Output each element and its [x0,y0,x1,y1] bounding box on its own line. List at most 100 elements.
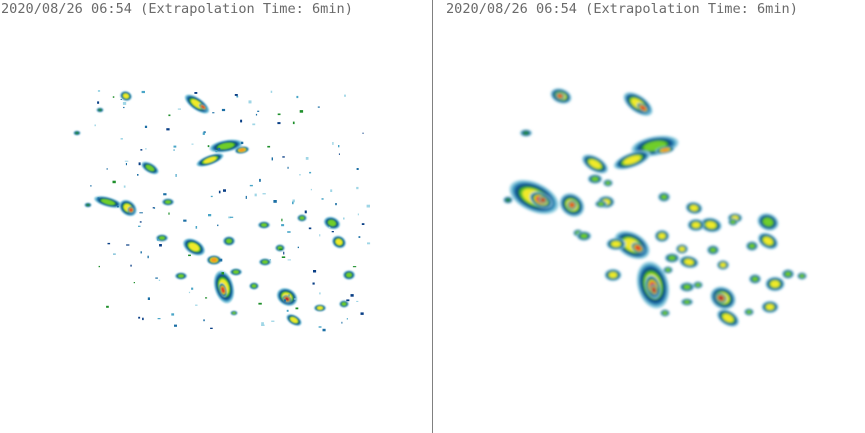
radar-echo-speckle [138,162,141,166]
radar-echo-cell [317,306,323,310]
radar-echo-speckle [234,94,238,96]
radar-echo-speckle [310,188,312,191]
radar-echo-speckle [113,253,116,255]
radar-echo-speckle [271,320,275,322]
radar-echo-speckle [321,198,324,200]
radar-echo-speckle [229,216,234,218]
radar-echo-cell [188,242,200,252]
radar-echo-speckle [138,225,141,227]
radar-echo-cell [341,302,347,306]
radar-echo-speckle [273,200,277,203]
radar-echo-speckle [138,316,141,319]
radar-echo-speckle [112,180,116,184]
radar-echo-speckle [210,327,213,329]
radar-echo-cell [232,311,236,315]
radar-echo-speckle [218,190,221,194]
radar-echo-speckle [367,242,371,245]
radar-echo-speckle [123,106,125,109]
radar-echo-speckle [245,195,247,199]
radar-echo-cell [635,245,641,251]
radar-echo-cell [226,238,232,244]
radar-echo-cell [770,280,780,288]
radar-echo-cell [523,131,529,135]
radar-echo-cell [557,94,563,98]
radar-echo-speckle [130,264,132,267]
radar-echo-speckle [360,312,364,315]
radar-echo-speckle [328,226,331,228]
radar-echo-speckle [217,147,221,151]
radar-echo-speckle [292,201,294,205]
radar-echo-speckle [292,199,295,203]
radar-echo-speckle [249,184,253,187]
radar-echo-cell [730,220,736,224]
radar-echo-cell [591,176,599,182]
radar-echo-speckle [281,218,283,222]
radar-echo-map-observed [73,90,371,332]
radar-echo-speckle [346,299,350,302]
radar-echo-speckle [97,101,100,104]
radar-echo-speckle [308,227,312,230]
radar-echo-speckle [366,204,370,208]
radar-echo-speckle [120,99,122,100]
radar-echo-speckle [240,119,243,123]
radar-echo-cell [785,271,791,277]
radar-echo-speckle [168,114,171,117]
radar-echo-cell [683,284,691,290]
radar-echo-cell [661,194,667,200]
radar-echo-cell [640,105,646,111]
radar-echo-cell [335,239,343,245]
radar-echo-cell [285,297,289,301]
radar-echo-speckle [195,304,198,306]
radar-echo-cell [159,236,165,240]
radar-echo-cell [692,222,700,228]
radar-echo-speckle [313,270,317,273]
radar-echo-cell [749,243,755,249]
radar-echo-cell [75,131,79,135]
radar-echo-cell [799,274,805,278]
radar-echo-speckle [205,297,208,299]
radar-echo-speckle [158,279,161,281]
radar-echo-speckle [120,138,123,140]
radar-echo-speckle [139,212,143,214]
radar-echo-cell [718,295,724,301]
radar-echo-cell [101,199,115,205]
radar-echo-speckle [293,298,297,300]
radar-echo-cell [201,105,205,109]
radar-echo-speckle [287,231,291,233]
radar-echo-speckle [140,149,143,151]
radar-echo-cell [580,233,588,239]
radar-echo-speckle [317,106,320,108]
radar-echo-speckle [357,213,359,216]
radar-echo-cell [605,181,611,185]
radar-echo-speckle [147,255,149,259]
radar-echo-speckle [112,96,115,98]
radar-echo-speckle [304,210,307,214]
radar-echo-speckle [202,132,205,135]
radar-echo-cell [684,259,694,265]
radar-echo-speckle [183,219,187,222]
radar-echo-cell [762,217,774,227]
radar-echo-cell [203,156,217,164]
panel-title-right: 2020/08/26 06:54 (Extrapolation Time: 6m… [446,1,798,17]
radar-echo-speckle [144,125,148,128]
radar-echo-cell [722,313,734,323]
radar-echo-speckle [356,300,359,302]
radar-echo-cell [706,221,716,229]
radar-echo-cell [233,270,239,274]
radar-echo-speckle [281,256,286,258]
radar-echo-speckle [140,251,142,254]
radar-echo-speckle [188,291,191,294]
observed-radar-panel: 2020/08/26 06:54 (Extrapolation Time: 6m… [0,0,432,433]
radar-echo-cell [695,283,701,287]
radar-echo-speckle [297,246,299,249]
radar-echo-speckle [322,328,326,332]
radar-echo-speckle [356,168,359,170]
radar-echo-speckle [312,282,315,285]
radar-echo-speckle [156,238,160,241]
radar-echo-speckle [210,195,213,198]
radar-echo-speckle [145,148,147,150]
radar-echo-speckle [287,166,289,169]
radar-echo-cell [218,142,234,150]
radar-echo-speckle [267,145,271,148]
radar-echo-speckle [292,121,295,125]
